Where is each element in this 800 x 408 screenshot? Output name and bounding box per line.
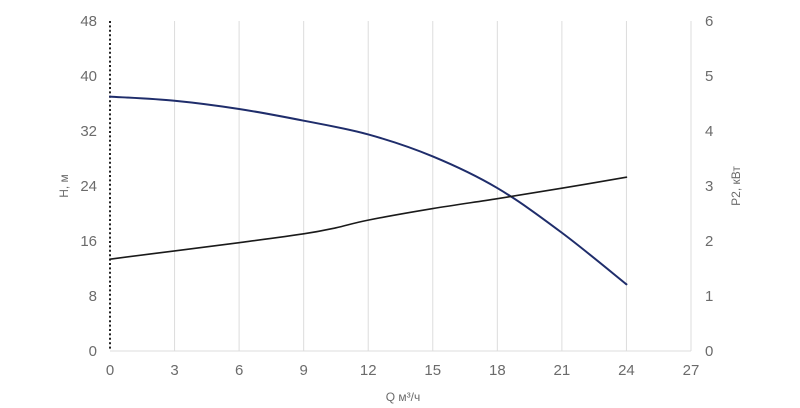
right-y-tick-label: 6 — [705, 13, 713, 30]
right-y-tick-label: 0 — [705, 343, 713, 360]
right-axis-ticks: 0 1 2 3 4 5 6 — [705, 13, 713, 360]
left-axis-title: H, м — [57, 174, 71, 198]
right-y-tick-label: 4 — [705, 123, 713, 140]
left-y-tick-label: 8 — [89, 288, 97, 305]
x-tick-label: 12 — [360, 362, 377, 379]
left-y-tick-label: 48 — [80, 13, 97, 30]
x-tick-label: 27 — [683, 362, 700, 379]
x-tick-label: 18 — [489, 362, 506, 379]
x-tick-label: 24 — [618, 362, 635, 379]
x-tick-label: 3 — [170, 362, 178, 379]
right-y-tick-label: 5 — [705, 68, 713, 85]
power-curve-line — [109, 176, 628, 260]
left-y-tick-label: 40 — [80, 68, 97, 85]
head-curve-line — [109, 95, 628, 286]
left-y-tick-label: 0 — [89, 343, 97, 360]
right-y-tick-label: 1 — [705, 288, 713, 305]
series-layer — [109, 95, 628, 286]
right-axis-title: P2, кВт — [729, 166, 743, 206]
x-tick-label: 0 — [106, 362, 114, 379]
x-tick-label: 21 — [554, 362, 571, 379]
x-tick-label: 9 — [299, 362, 307, 379]
grid-lines — [110, 21, 692, 352]
left-y-tick-label: 24 — [80, 178, 97, 195]
x-axis-ticks: 0 3 6 9 12 15 18 21 24 27 — [106, 362, 700, 379]
x-tick-label: 6 — [235, 362, 243, 379]
left-y-tick-label: 16 — [80, 233, 97, 250]
x-tick-label: 15 — [424, 362, 441, 379]
right-y-tick-label: 2 — [705, 233, 713, 250]
right-y-tick-label: 3 — [705, 178, 713, 195]
left-y-tick-label: 32 — [80, 123, 97, 140]
left-axis-ticks: 0 8 16 24 32 40 48 — [80, 13, 97, 360]
x-axis-title: Q м³/ч — [386, 390, 421, 404]
